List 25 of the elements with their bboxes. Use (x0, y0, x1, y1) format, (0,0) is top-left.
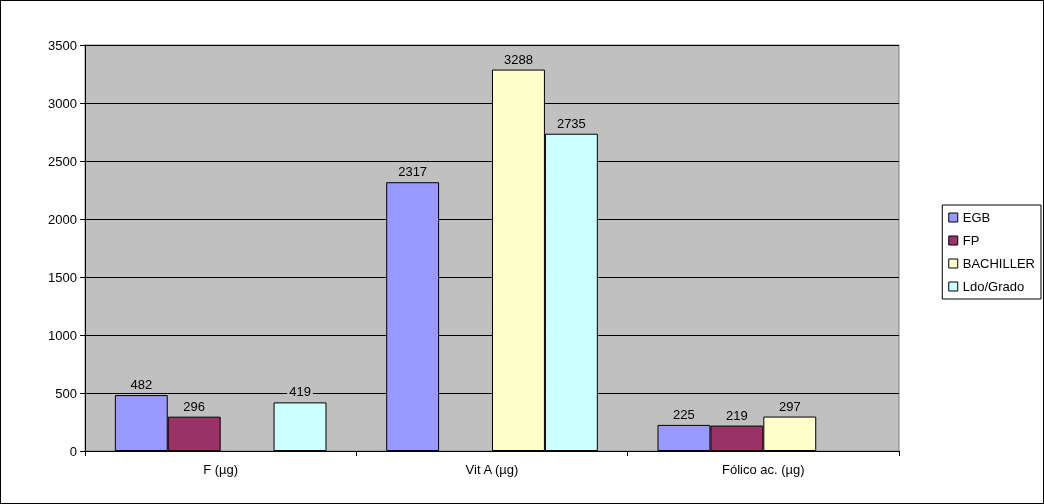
bar (273, 402, 327, 451)
legend-label: Ldo/Grado (962, 279, 1025, 294)
legend-label: FP (962, 233, 980, 248)
data-label: 297 (778, 398, 801, 414)
y-tick-label: 500 (55, 385, 77, 401)
data-label: 296 (183, 398, 206, 414)
data-label: 2735 (556, 115, 586, 131)
x-tick-label: Fólico ac. (µg) (722, 462, 805, 477)
data-label: 219 (726, 407, 748, 423)
legend-label: BACHILLER (962, 256, 1035, 271)
y-tick-label: 3500 (48, 37, 77, 53)
data-label: 2317 (398, 164, 428, 180)
y-tick-label: 2500 (48, 153, 77, 169)
legend-label: EGB (962, 210, 991, 225)
y-tick-label: 0 (69, 443, 77, 459)
data-label: 225 (673, 406, 695, 422)
y-tick-label: 3000 (48, 95, 77, 111)
x-tick-label: F (µg) (203, 462, 239, 477)
data-label: 419 (289, 384, 311, 400)
y-tick-label: 1500 (48, 269, 77, 285)
data-label: 3288 (503, 51, 533, 67)
y-tick-label: 1000 (48, 327, 77, 343)
y-tick-label: 2000 (48, 211, 77, 227)
data-label: 482 (130, 377, 153, 393)
x-tick-label: Vit A (µg) (465, 462, 519, 477)
